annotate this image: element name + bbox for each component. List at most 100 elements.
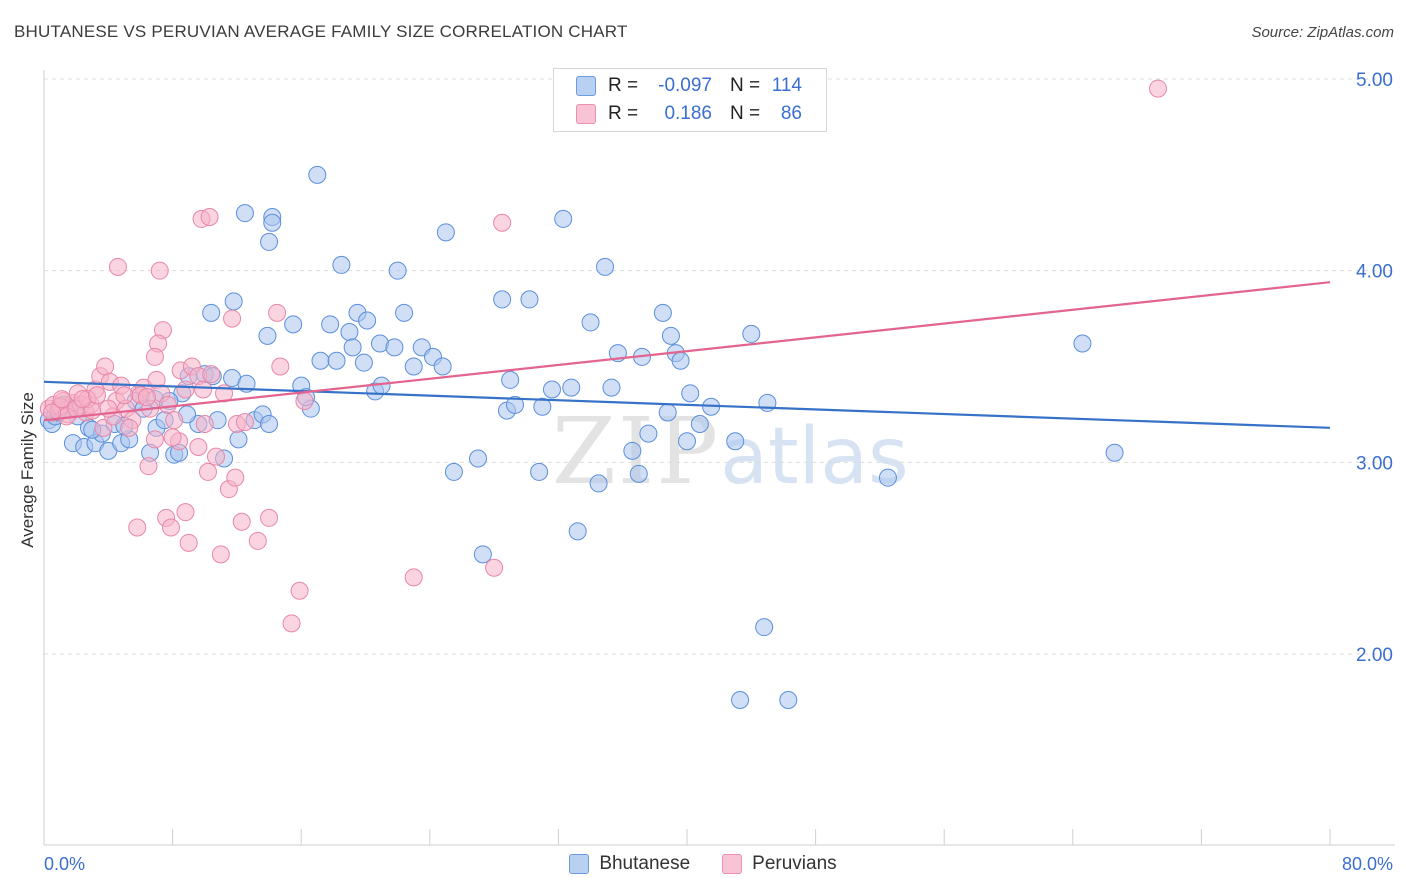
bhutanese-swatch [576,76,596,96]
peruvians-point [115,386,134,405]
bhutanese-point [653,303,672,322]
bhutanese-point [340,323,359,341]
peruvians-trend-line [43,281,1331,422]
bhutanese-point [388,261,407,280]
peruvians-point [176,503,195,522]
bhutanese-point [311,351,330,370]
bhutanese-point [308,165,327,184]
peruvians-point [194,380,213,399]
bhutanese-point [639,424,658,443]
bhutanese-point [681,384,700,403]
n-value: 86 [780,103,802,124]
n-value: 114 [771,75,802,96]
peruvians-point [223,309,242,328]
bhutanese-point [385,338,404,357]
peruvians-point [235,413,254,432]
bhutanese-point [444,462,463,481]
peruvians-point [94,418,113,437]
bhutanese-point [404,357,423,376]
bhutanese-point [332,255,351,274]
x-tick-label: 0.0% [44,854,85,874]
peruvians-point [226,468,245,487]
peruvians-point [195,415,214,433]
peruvians-point [179,533,198,552]
bhutanese-point [629,464,648,483]
peruvians-point [145,430,164,449]
bhutanese-point [878,468,897,487]
peruvians-point [120,418,139,437]
bhutanese-point [321,315,340,334]
y-tick-label: 5.00 [1356,70,1393,91]
peruvians-point [165,411,184,430]
bhutanese-point [284,315,303,334]
bhutanese-point [263,213,282,232]
peruvians-swatch [576,104,596,124]
bhutanese-point [542,380,561,399]
peruvians-point [137,388,156,407]
bhutanese-point [395,303,414,322]
peruvians-point [163,428,182,447]
peruvians-point [158,395,177,414]
bhutanese-point [501,370,520,389]
peruvians-point [96,357,115,376]
peruvians-point [271,357,290,376]
bhutanese-trend-line [43,380,1331,429]
n-label: N = [730,103,761,124]
peruvians-point [207,447,226,466]
bhutanese-point [260,232,279,251]
legend-label-peruvians: Peruvians [752,853,837,874]
legend-item-peruvians[interactable]: Peruvians [722,853,837,875]
bhutanese-point [202,303,221,322]
r-value: -0.097 [658,75,712,96]
bhutanese-point [755,618,774,637]
peruvians-point [200,208,219,226]
chart-source: Source: ZipAtlas.com [1251,24,1394,41]
bhutanese-point [235,204,254,223]
series-legend: Bhutanese Peruvians [0,851,1406,877]
bhutanese-point [229,430,248,449]
bhutanese-point [260,415,279,433]
bhutanese-point [1073,334,1092,353]
bhutanese-point [602,378,621,397]
peruvians-point [145,347,164,366]
y-tick-label: 4.00 [1356,262,1393,283]
peruvians-point [108,257,127,276]
bhutanese-point [671,351,690,370]
stats-legend: R = -0.097 N = 114 R = 0.186 N = 86 [553,68,827,132]
peruvians-point [189,438,208,456]
peruvians-point [232,512,251,531]
r-label: R = [608,103,639,124]
n-label: N = [730,75,761,96]
legend-item-bhutanese[interactable]: Bhutanese [569,853,690,875]
bhutanese-point [327,351,346,370]
bhutanese-point [505,395,524,414]
bhutanese-point [433,357,452,376]
bhutanese-point [623,441,642,460]
bhutanese-point [224,292,243,311]
bhutanese-point [731,691,750,709]
watermark: ZIPatlas [552,398,909,505]
peruvians-point [290,581,309,600]
bhutanese-point [596,257,615,276]
y-axis-label: Average Family Size [18,392,37,548]
bhutanese-point [258,326,277,345]
bhutanese-point [520,290,539,309]
peruvians-point [268,303,287,322]
bhutanese-point [469,449,488,468]
peruvians-point [52,390,71,409]
peruvians-point [248,531,267,550]
bhutanese-point [436,223,455,242]
peruvians-point [1148,79,1167,98]
peruvians-point [282,614,301,633]
bhutanese-point [661,326,680,345]
peruvians-point [176,380,195,399]
bhutanese-point [568,522,587,541]
bhutanese-point [581,313,600,332]
bhutanese-point [562,378,581,397]
bhutanese-point [533,397,552,416]
bhutanese-point [530,462,549,481]
bhutanese-point [779,691,798,709]
r-label: R = [608,75,639,96]
bhutanese-point [726,432,745,451]
